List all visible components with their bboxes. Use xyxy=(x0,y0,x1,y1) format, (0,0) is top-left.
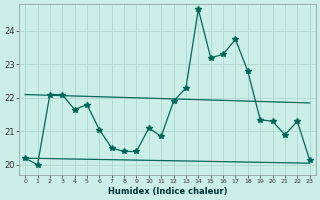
X-axis label: Humidex (Indice chaleur): Humidex (Indice chaleur) xyxy=(108,187,227,196)
